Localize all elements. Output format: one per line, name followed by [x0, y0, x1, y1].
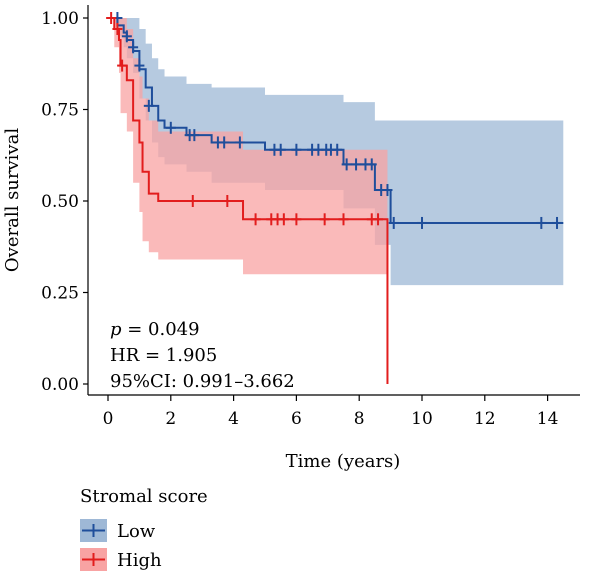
y-tick-label: 0.00 — [41, 375, 79, 395]
censor-mark-low — [189, 129, 200, 142]
legend-label-low: Low — [117, 521, 156, 542]
censor-mark-high — [106, 12, 117, 24]
censor-mark-low — [382, 184, 393, 197]
y-tick-label: 1.00 — [41, 9, 79, 29]
censor-mark-high — [291, 213, 302, 226]
x-tick-label: 10 — [411, 409, 433, 429]
censor-mark-high — [250, 213, 261, 226]
censor-mark-high — [187, 195, 198, 207]
censor-mark-high — [338, 213, 349, 226]
legend: Stromal score Low High — [80, 486, 208, 571]
hr-text: HR = 1.905 — [110, 345, 217, 366]
censor-mark-high — [278, 213, 289, 226]
censor-mark-high — [319, 213, 330, 226]
x-axis-title: Time (years) — [286, 451, 401, 472]
y-tick-label: 0.75 — [41, 101, 79, 121]
y-axis: 0.00 0.25 0.50 0.75 1.00 — [41, 5, 89, 395]
censor-mark-high — [117, 59, 128, 72]
censor-mark-low — [121, 30, 132, 43]
censor-mark-low — [332, 143, 343, 156]
x-tick-label: 12 — [474, 409, 496, 429]
censor-mark-low — [351, 158, 362, 171]
p-value: = 0.049 — [122, 319, 200, 340]
x-axis: 0 2 4 6 8 10 12 14 — [88, 394, 580, 429]
p-value-text: p = 0.049 — [110, 319, 200, 340]
censor-mark-low — [134, 59, 145, 72]
censor-mark-high — [373, 213, 384, 226]
x-tick-label: 2 — [165, 409, 176, 429]
censor-marks — [106, 12, 563, 229]
confidence-bands — [108, 18, 564, 286]
legend-title: Stromal score — [80, 486, 208, 507]
censor-mark-low — [143, 99, 154, 112]
legend-label-high: High — [117, 550, 162, 571]
censor-mark-high — [112, 22, 123, 35]
censor-mark-low — [552, 216, 563, 229]
stats-annotation: p = 0.049 HR = 1.905 95%CI: 0.991–3.662 — [110, 319, 295, 392]
p-label: p — [110, 319, 122, 340]
censor-mark-high — [222, 195, 233, 207]
survival-line-high — [108, 17, 389, 384]
censor-mark-low — [341, 158, 352, 171]
x-tick-label: 8 — [354, 409, 365, 429]
legend-item-low: Low — [80, 519, 156, 542]
censor-mark-low — [128, 41, 139, 54]
censor-mark-low — [388, 216, 399, 229]
censor-mark-low — [234, 136, 245, 149]
y-tick-label: 0.50 — [41, 192, 79, 212]
censor-mark-low — [291, 143, 302, 156]
y-axis-title: Overall survival — [2, 128, 23, 272]
x-tick-label: 14 — [537, 409, 559, 429]
ci-text: 95%CI: 0.991–3.662 — [110, 371, 295, 392]
censor-mark-low — [417, 216, 427, 229]
censor-mark-low — [366, 158, 377, 171]
x-tick-label: 4 — [228, 409, 239, 429]
y-tick-label: 0.25 — [41, 284, 79, 304]
ci-band-high — [108, 18, 388, 275]
x-tick-label: 6 — [291, 409, 302, 429]
censor-mark-low — [165, 121, 176, 134]
censor-mark-low — [219, 136, 230, 149]
x-tick-label: 0 — [103, 409, 114, 429]
censor-mark-low — [275, 143, 286, 156]
plot-area — [106, 12, 564, 384]
censor-mark-low — [536, 216, 547, 229]
legend-item-high: High — [80, 548, 162, 571]
